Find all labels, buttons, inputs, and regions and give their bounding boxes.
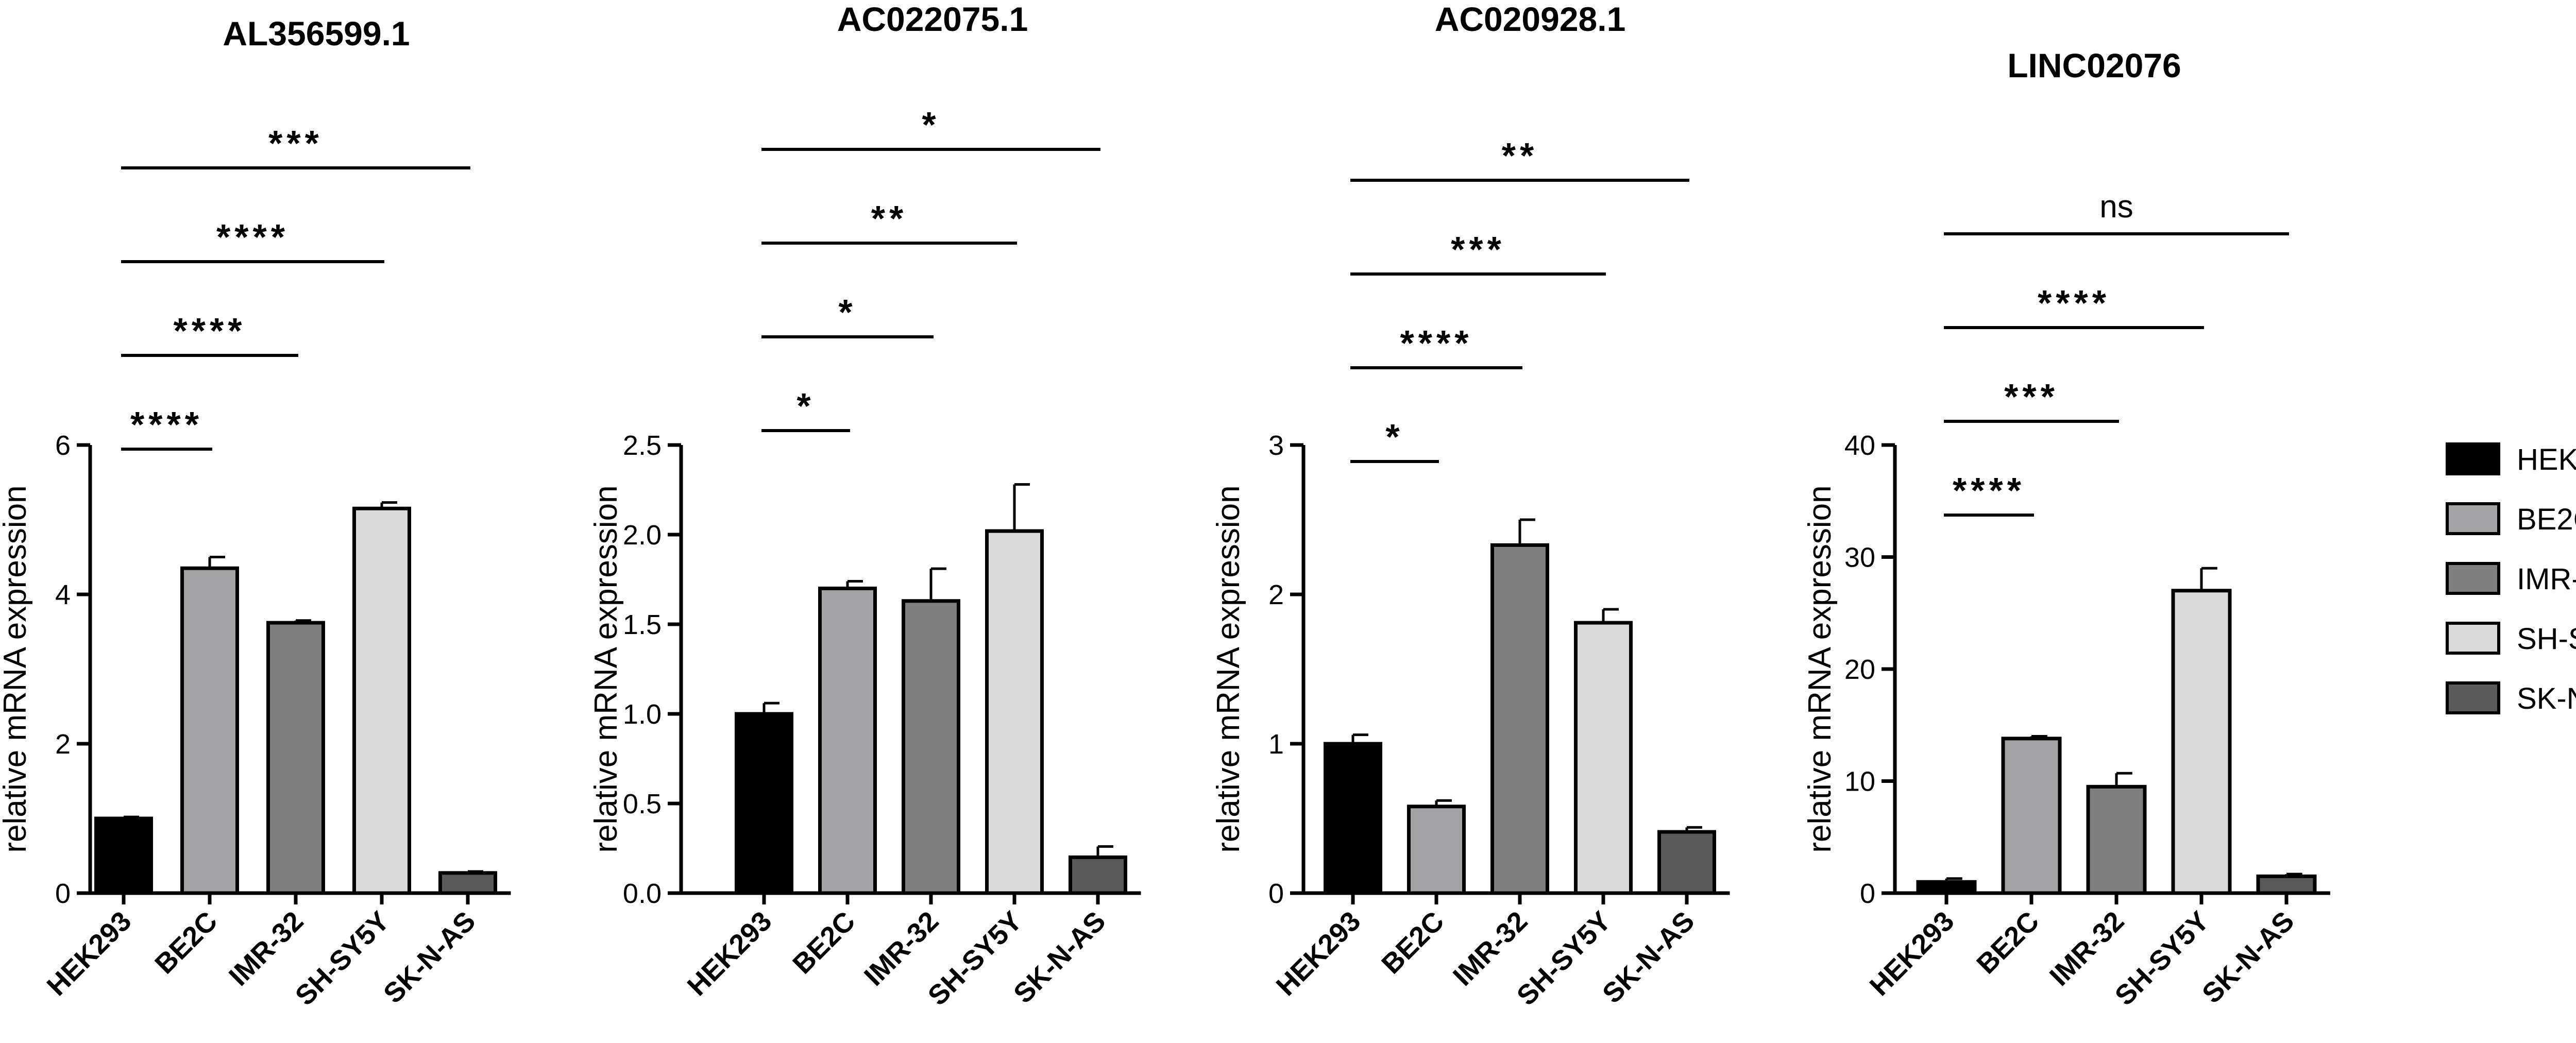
bar <box>1490 543 1549 895</box>
bar <box>1916 880 1977 895</box>
legend-label: IMR-32 <box>2517 562 2576 596</box>
significance-label: **** <box>216 217 289 257</box>
bar <box>2171 589 2232 895</box>
significance-label: ** <box>871 198 907 238</box>
legend: HEK293 BE2C IMR-32 SH-SY5Y SK-N-AS <box>2446 442 2576 715</box>
y-tick-label: 1.5 <box>623 609 662 640</box>
y-tick-label: 3 <box>1268 430 1284 461</box>
y-tick-label: 10 <box>1844 766 1875 797</box>
y-axis-label: relative mRNA expression <box>0 485 33 852</box>
legend-label: SK-N-AS <box>2517 682 2576 715</box>
y-tick-label: 20 <box>1844 654 1875 685</box>
x-tick-label: IMR-32 <box>223 905 310 992</box>
panel-title: LINC02076 <box>2007 46 2181 84</box>
significance-label: * <box>796 386 815 426</box>
chart-panels: AL356599.1 0 2 4 6 relative mRNA expression HE… <box>0 0 2330 1012</box>
x-tick-label: BE2C <box>1376 905 1450 980</box>
legend-swatch <box>2446 681 2500 714</box>
x-tick-label: SH-SY5Y <box>290 905 396 1012</box>
chart-panel: AL356599.1 0 2 4 6 relative mRNA expression HE… <box>0 14 511 1012</box>
bar <box>266 621 325 895</box>
significance-label: **** <box>130 404 203 444</box>
y-tick-label: 0 <box>1268 878 1284 909</box>
significance-label: ** <box>1502 135 1538 176</box>
significance-label: *** <box>1451 229 1505 269</box>
x-tick-label: SK-N-AS <box>2196 905 2300 1010</box>
panel-title: AC020928.1 <box>1435 0 1626 38</box>
y-tick-label: 0 <box>1860 878 1875 909</box>
bar <box>1657 830 1716 895</box>
bar <box>818 586 877 895</box>
legend-label: SH-SY5Y <box>2517 622 2576 656</box>
y-tick-label: 2.5 <box>623 430 662 461</box>
y-tick-label: 4 <box>55 579 71 610</box>
x-tick-label: HEK293 <box>41 905 138 1002</box>
y-tick-label: 2 <box>1268 579 1284 610</box>
significance-label: **** <box>1400 323 1473 363</box>
significance-label: * <box>922 105 940 145</box>
significance-label: **** <box>1953 470 2025 510</box>
bar <box>2256 874 2317 895</box>
legend-label: HEK293 <box>2517 443 2576 476</box>
chart-panel: AC022075.1 0.0 0.5 1.0 1.5 2.0 2.5 relative mRN… <box>588 0 1141 1012</box>
significance-label: * <box>838 292 856 332</box>
y-axis-label: relative mRNA expression <box>1802 485 1838 852</box>
x-tick-label: BE2C <box>1971 905 2045 980</box>
y-tick-label: 1 <box>1268 729 1284 760</box>
panel-title: AL356599.1 <box>223 14 410 53</box>
significance-label: *** <box>2004 377 2059 417</box>
x-tick-label: IMR-32 <box>1447 905 1534 992</box>
y-tick-label: 40 <box>1844 430 1875 461</box>
bar <box>1324 742 1382 895</box>
bar <box>2086 784 2147 895</box>
x-tick-label: IMR-32 <box>2044 905 2130 992</box>
y-tick-label: 2.0 <box>623 520 662 551</box>
bar <box>352 506 411 895</box>
y-tick-label: 1.0 <box>623 699 662 730</box>
y-axis-label: relative mRNA expression <box>1211 485 1246 852</box>
x-tick-label: SK-N-AS <box>1597 905 1701 1010</box>
y-tick-label: 2 <box>55 729 71 760</box>
x-tick-label: HEK293 <box>1270 905 1367 1002</box>
y-tick-label: 0.0 <box>623 878 662 909</box>
x-tick-label: BE2C <box>787 905 861 980</box>
y-axis-label: relative mRNA expression <box>588 485 624 852</box>
legend-swatch <box>2446 502 2500 535</box>
bar <box>1574 621 1633 895</box>
x-tick-label: SH-SY5Y <box>2109 905 2215 1012</box>
legend-swatch <box>2446 562 2500 595</box>
chart-panel: AC020928.1 0 1 2 3 relative mRNA expression HE… <box>1211 0 1730 1012</box>
x-tick-label: SK-N-AS <box>1008 905 1112 1010</box>
panel-title: AC022075.1 <box>837 0 1028 38</box>
bar <box>1069 855 1127 895</box>
y-tick-label: 0.5 <box>623 789 662 819</box>
y-tick-label: 6 <box>55 430 71 461</box>
y-tick-label: 30 <box>1844 542 1875 573</box>
bar <box>94 816 153 895</box>
x-tick-label: HEK293 <box>1864 905 1960 1002</box>
bar <box>2001 737 2062 895</box>
x-tick-label: IMR-32 <box>858 905 945 992</box>
bar <box>902 599 960 895</box>
bar <box>1407 805 1466 895</box>
legend-swatch <box>2446 622 2500 655</box>
significance-label: **** <box>174 311 246 351</box>
bar <box>438 871 497 895</box>
x-tick-label: SK-N-AS <box>378 905 482 1010</box>
bar <box>735 712 793 895</box>
x-tick-label: BE2C <box>149 905 223 980</box>
significance-label: ns <box>2099 189 2133 225</box>
y-tick-label: 0 <box>55 878 71 909</box>
x-tick-label: HEK293 <box>682 905 778 1002</box>
bar <box>180 566 239 895</box>
bar <box>985 529 1044 895</box>
significance-label: * <box>1385 417 1403 457</box>
legend-label: BE2C <box>2517 503 2576 536</box>
legend-swatch <box>2446 442 2500 475</box>
significance-label: *** <box>268 123 323 163</box>
significance-label: **** <box>2038 283 2110 323</box>
